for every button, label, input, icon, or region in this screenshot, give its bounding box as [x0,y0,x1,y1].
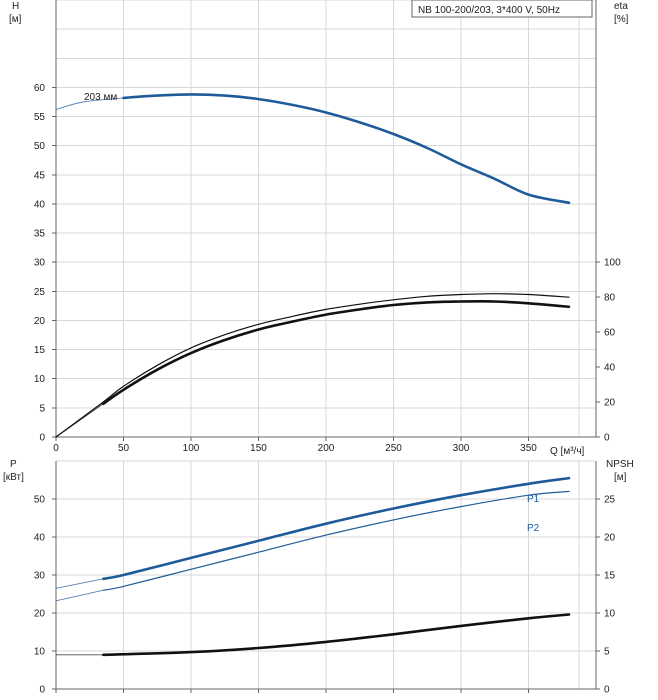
bottom-series-2-line [102,613,571,657]
p1-curve-label: P1 [527,494,540,505]
top-y2-tick-label: 100 [604,258,621,269]
bottom-y-tick-label: 50 [34,495,46,506]
top-y-tick-label: 55 [34,112,46,123]
top-y-left-unit: [м] [9,14,22,25]
top-y-tick-label: 35 [34,229,46,240]
top-series-2-line [102,300,571,406]
top-series-1-line [55,293,570,438]
top-y2-tick-label: 80 [604,293,616,304]
bottom-y-tick-label: 40 [34,533,46,544]
top-x-tick-label: 300 [453,443,470,454]
top-y-tick-label: 50 [34,141,46,152]
bottom-y-left-unit: [кВт] [3,472,24,483]
top-y2-tick-label: 40 [604,363,616,374]
bottom-y-right-unit: [м] [614,472,627,483]
top-x-tick-label: 0 [53,443,59,454]
bottom-y-tick-label: 0 [39,685,45,696]
top-y-tick-label: 30 [34,258,46,269]
bottom-y-right-label: NPSH [606,459,634,470]
top-y-tick-label: 5 [39,403,45,414]
top-y-right-label: eta [614,1,628,12]
top-series-203--line [122,93,571,205]
bottom-y2-tick-label: 15 [604,571,616,582]
top-x-tick-label: 200 [318,443,335,454]
chart-title: NB 100-200/203, 3*400 V, 50Hz [418,5,560,16]
top-y-tick-label: 15 [34,345,46,356]
bottom-series-p1-extension-line [55,578,104,589]
top-y-tick-label: 10 [34,374,46,385]
bottom-y2-tick-label: 20 [604,533,616,544]
top-x-tick-label: 50 [118,443,130,454]
top-y-left-label: H [12,1,19,12]
top-y-tick-label: 45 [34,170,46,181]
bottom-y2-tick-label: 10 [604,609,616,620]
top-x-tick-label: 150 [250,443,267,454]
top-y-tick-label: 25 [34,287,46,298]
bottom-y-left-label: P [10,459,17,470]
top-y2-tick-label: 0 [604,433,610,444]
bottom-y2-tick-label: 0 [604,685,610,696]
top-y2-tick-label: 60 [604,328,616,339]
top-y-tick-label: 20 [34,316,46,327]
bottom-series-p2-extension-line [55,589,104,602]
top-y2-tick-label: 20 [604,398,616,409]
top-y-tick-label: 60 [34,83,46,94]
top-y-tick-label: 0 [39,433,45,444]
bottom-y2-tick-label: 25 [604,495,616,506]
top-series-203--extension-line [55,97,124,110]
curve-label-203mm: 203 мм [84,92,117,103]
bottom-series-p1-line [102,476,571,581]
top-y-tick-label: 40 [34,199,46,210]
top-x-tick-label: 350 [520,443,537,454]
bottom-y2-tick-label: 5 [604,647,610,658]
top-y-right-unit: [%] [614,14,629,25]
top-x-tick-label: 250 [385,443,402,454]
p2-curve-label: P2 [527,523,540,534]
bottom-y-tick-label: 20 [34,609,46,620]
top-x-axis-label: Q [м³/ч] [550,446,585,457]
bottom-y-tick-label: 30 [34,571,46,582]
bottom-series-p2-line [102,490,570,591]
title-box [411,0,593,18]
top-x-tick-label: 100 [183,443,200,454]
top-series-2-extension-line [55,403,104,438]
bottom-y-tick-label: 10 [34,647,46,658]
